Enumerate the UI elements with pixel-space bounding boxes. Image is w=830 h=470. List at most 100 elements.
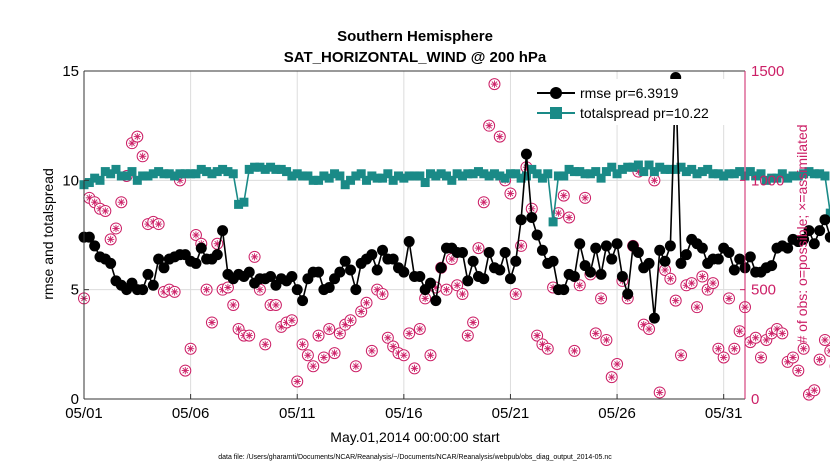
- y-tick-label: 10: [62, 172, 79, 189]
- rmse-point: [297, 295, 308, 306]
- obs-point: [302, 350, 313, 361]
- rmse-point: [814, 225, 825, 236]
- obs-point: [201, 284, 212, 295]
- obs-point: [612, 359, 623, 370]
- obs-point: [793, 365, 804, 376]
- rmse-point: [334, 267, 345, 278]
- obs-point: [606, 372, 617, 383]
- chart-title-line1: Southern Hemisphere: [337, 28, 493, 45]
- obs-point: [644, 324, 655, 335]
- rmse-point: [430, 295, 441, 306]
- obs-point: [819, 334, 830, 345]
- rmse-point: [665, 240, 676, 251]
- rmse-point: [366, 249, 377, 260]
- rmse-point: [137, 284, 148, 295]
- obs-point: [484, 120, 495, 131]
- obs-point: [441, 284, 452, 295]
- rmse-point: [484, 247, 495, 258]
- obs-point: [505, 188, 516, 199]
- rmse-point: [585, 267, 596, 278]
- y2-tick-label: 1500: [751, 63, 784, 80]
- obs-point: [313, 330, 324, 341]
- obs-point: [292, 376, 303, 387]
- x-tick-label: 05/31: [705, 405, 743, 422]
- rmse-point: [654, 245, 665, 256]
- obs-point: [105, 234, 116, 245]
- obs-point: [489, 79, 500, 90]
- rmse-point: [372, 264, 383, 275]
- obs-point: [324, 324, 335, 335]
- obs-point: [494, 131, 505, 142]
- rmse-point: [612, 238, 623, 249]
- rmse-point: [468, 256, 479, 267]
- legend: rmse pr=6.3919 totalspread pr=10.22: [532, 79, 742, 125]
- obs-point: [318, 352, 329, 363]
- rmse-point: [425, 278, 436, 289]
- obs-point: [132, 131, 143, 142]
- y2-tick-label: 500: [751, 282, 776, 299]
- rmse-point: [244, 267, 255, 278]
- rmse-point: [766, 260, 777, 271]
- obs-point: [409, 363, 420, 374]
- rmse-point: [105, 258, 116, 269]
- chart-title-line2: SAT_HORIZONTAL_WIND @ 200 hPa: [284, 49, 547, 66]
- obs-point: [542, 343, 553, 354]
- rmse-point: [190, 258, 201, 269]
- obs-point: [350, 361, 361, 372]
- rmse-point: [457, 247, 468, 258]
- obs-point: [510, 289, 521, 300]
- x-axis-label: May.01,2014 00:00:00 start: [330, 429, 500, 445]
- rmse-point: [345, 264, 356, 275]
- obs-point: [729, 343, 740, 354]
- rmse-point: [548, 256, 559, 267]
- rmse-point: [729, 264, 740, 275]
- obs-point: [185, 343, 196, 354]
- totalspread-line: [84, 145, 830, 222]
- obs-point: [670, 295, 681, 306]
- rmse-point: [537, 245, 548, 256]
- rmse-point: [516, 214, 527, 225]
- rmse-point: [660, 256, 671, 267]
- obs-series: [79, 79, 830, 401]
- obs-point: [777, 328, 788, 339]
- rmse-point: [494, 264, 505, 275]
- rmse-point: [313, 267, 324, 278]
- obs-point: [564, 212, 575, 223]
- totalspread-point: [543, 169, 552, 178]
- y-tick-label: 5: [71, 282, 79, 299]
- obs-point: [825, 345, 830, 356]
- obs-point: [590, 328, 601, 339]
- obs-point: [366, 345, 377, 356]
- rmse-point: [89, 240, 100, 251]
- y-tick-label: 0: [71, 391, 79, 408]
- obs-point: [297, 339, 308, 350]
- rmse-point: [590, 243, 601, 254]
- obs-point: [228, 299, 239, 310]
- obs-point: [473, 243, 484, 254]
- obs-point: [377, 289, 388, 300]
- rmse-point: [526, 212, 537, 223]
- rmse-point: [505, 273, 516, 284]
- obs-point: [596, 293, 607, 304]
- obs-point: [345, 315, 356, 326]
- rmse-point: [809, 238, 820, 249]
- rmse-point: [697, 243, 708, 254]
- totalspread-point: [820, 171, 829, 180]
- rmse-point: [724, 247, 735, 258]
- obs-point: [153, 219, 164, 230]
- rmse-point: [142, 269, 153, 280]
- totalspread-point: [229, 169, 238, 178]
- x-tick-label: 05/26: [598, 405, 636, 422]
- x-tick-label: 05/16: [385, 405, 423, 422]
- rmse-point: [617, 271, 628, 282]
- rmse-point: [404, 236, 415, 247]
- rmse-point: [510, 256, 521, 267]
- rmse-point: [436, 262, 447, 273]
- totalspread-point: [95, 176, 104, 185]
- obs-point: [270, 299, 281, 310]
- y-tick-label: 15: [62, 63, 79, 80]
- obs-point: [697, 271, 708, 282]
- rmse-point: [713, 254, 724, 265]
- obs-point: [462, 330, 473, 341]
